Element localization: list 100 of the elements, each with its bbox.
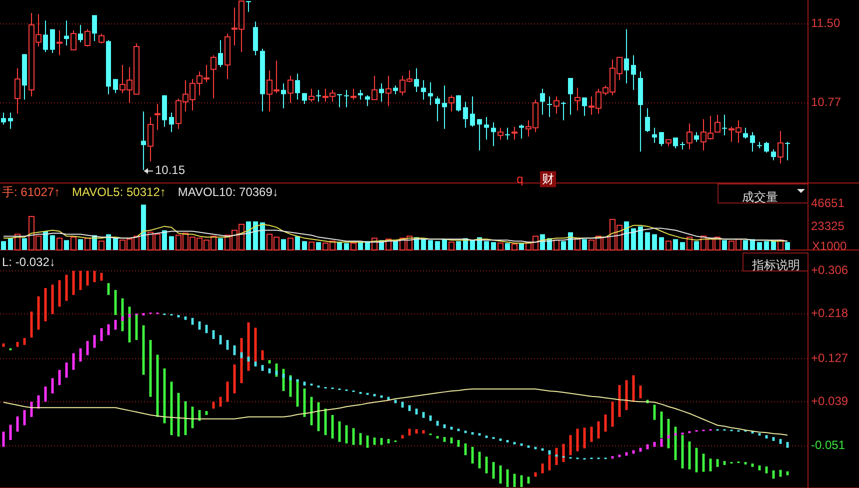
candlestick [288, 75, 294, 104]
bar [786, 471, 789, 476]
candlestick [372, 75, 378, 100]
annotation: 财 [542, 172, 554, 186]
bar [625, 452, 628, 456]
candlestick [652, 127, 657, 144]
bar [93, 270, 96, 282]
candlestick [477, 118, 482, 152]
bar [163, 368, 166, 424]
candlestick [645, 108, 650, 133]
candlestick [358, 89, 363, 100]
bar [771, 241, 776, 250]
bar [513, 442, 516, 444]
bar [471, 432, 474, 435]
bar [470, 240, 475, 250]
bar [275, 370, 278, 375]
candlestick [302, 92, 307, 104]
bar [72, 353, 75, 370]
candlestick [778, 130, 784, 164]
bar [177, 392, 180, 437]
bar [562, 444, 565, 462]
bar [30, 402, 33, 417]
bar [576, 428, 579, 452]
bar [233, 345, 236, 356]
bar [435, 241, 440, 250]
candlestick [694, 132, 699, 142]
candlestick [154, 103, 160, 130]
bar [253, 221, 258, 250]
bar [765, 466, 768, 474]
bar [212, 330, 215, 340]
bar [639, 448, 642, 452]
bar [590, 426, 593, 442]
candlestick [218, 40, 223, 68]
bar [660, 412, 663, 438]
bar [625, 380, 628, 410]
bar [421, 239, 426, 250]
bar [8, 238, 13, 250]
bar [660, 438, 663, 447]
bar [694, 241, 699, 250]
bar [758, 433, 761, 436]
bar [611, 456, 614, 459]
bar [84, 238, 90, 250]
bar [58, 280, 61, 307]
bar [296, 380, 299, 407]
bar [198, 321, 201, 330]
bar [141, 204, 146, 250]
bar [448, 242, 454, 250]
bar [219, 396, 222, 407]
bar [380, 395, 383, 398]
candlestick [561, 101, 566, 121]
bar [450, 426, 453, 430]
bar [205, 411, 208, 415]
candlestick [659, 132, 664, 147]
candlestick [686, 122, 692, 150]
candlestick [316, 89, 321, 102]
bar [457, 440, 460, 447]
candlestick [246, 0, 251, 12]
bar [604, 414, 607, 432]
bar [113, 238, 118, 250]
bar [618, 385, 621, 417]
bar [344, 243, 349, 250]
candlestick [764, 141, 769, 154]
bar [337, 242, 342, 250]
bar [764, 241, 769, 250]
line-series [3, 224, 788, 244]
candlestick [673, 137, 678, 149]
annotation: q [516, 172, 524, 186]
candlestick [56, 30, 62, 56]
candlestick [624, 28, 629, 84]
bar [485, 436, 488, 438]
y-tick-label: -0.051 [811, 438, 846, 452]
bar [191, 406, 194, 428]
bar [786, 442, 789, 448]
candlestick [750, 132, 755, 152]
bar [366, 436, 369, 448]
bar [772, 437, 775, 441]
candlestick [98, 33, 104, 44]
candlestick [64, 20, 69, 46]
bar [260, 222, 265, 250]
bar [219, 335, 222, 344]
bar [226, 340, 229, 350]
y-tick-label: 10.77 [811, 95, 842, 110]
bar [218, 238, 223, 250]
candlestick [484, 116, 489, 140]
bar [162, 230, 167, 250]
bar [645, 232, 650, 250]
bar [100, 328, 103, 341]
bar [78, 239, 83, 250]
bar [443, 437, 446, 442]
bar [709, 458, 712, 472]
candlestick [386, 75, 392, 107]
bar [513, 474, 516, 488]
bar [478, 452, 481, 468]
bar [492, 462, 495, 479]
candlestick [8, 112, 13, 130]
bar [758, 465, 761, 470]
bar [534, 446, 537, 450]
bar [491, 242, 496, 250]
bar [653, 442, 656, 447]
bar [107, 324, 110, 336]
